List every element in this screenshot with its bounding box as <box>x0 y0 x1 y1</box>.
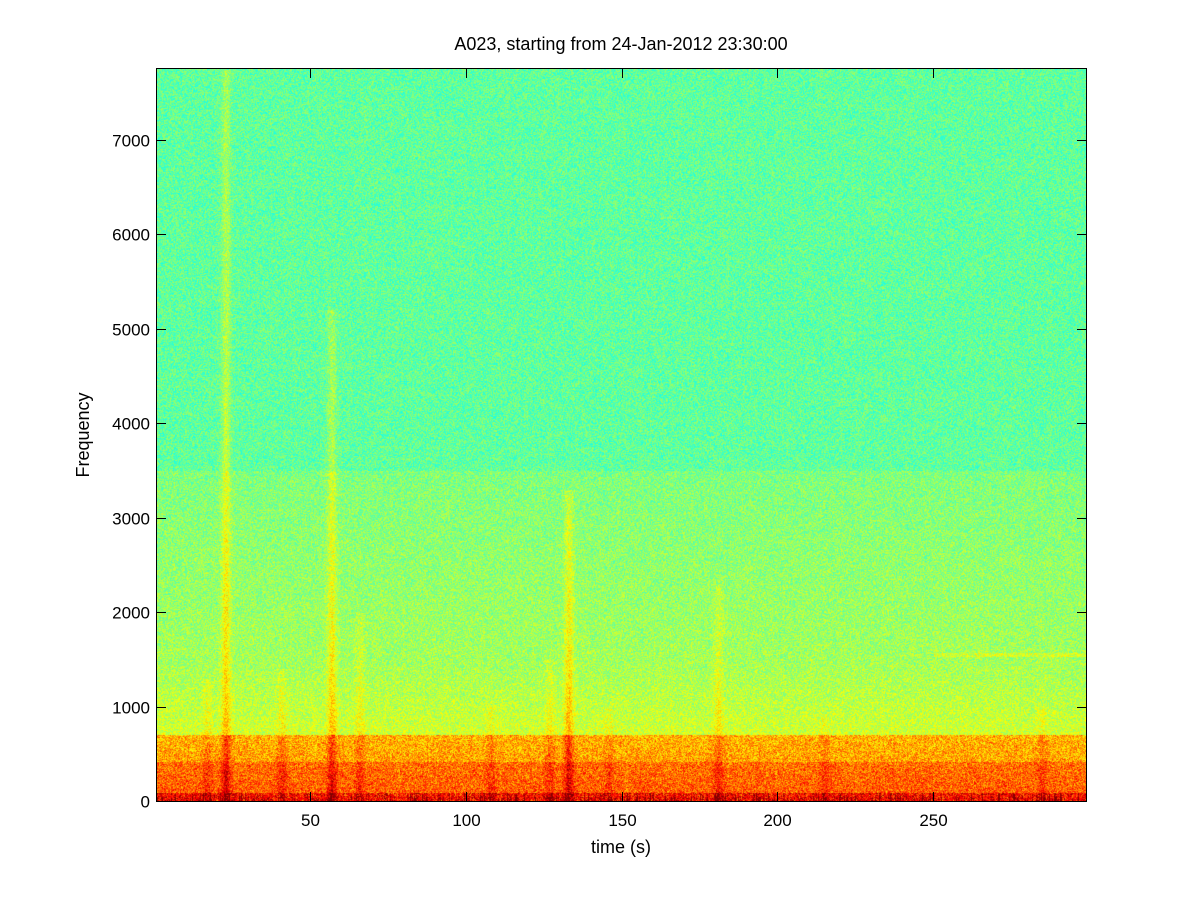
x-tick-label: 100 <box>452 811 480 830</box>
spectrogram-image <box>157 69 1086 801</box>
x-axis-label: time (s) <box>591 837 651 857</box>
x-tick-label: 50 <box>301 811 320 830</box>
y-tick-label: 0 <box>141 793 150 812</box>
y-tick-label: 3000 <box>112 510 150 529</box>
plot-frame <box>156 68 1087 802</box>
y-tick-label: 6000 <box>112 226 150 245</box>
spectrogram-area <box>157 69 1086 801</box>
y-tick-label: 2000 <box>112 604 150 623</box>
y-tick-label: 5000 <box>112 321 150 340</box>
x-tick-label: 200 <box>763 811 791 830</box>
x-tick-label: 150 <box>608 811 636 830</box>
y-tick-label: 1000 <box>112 699 150 718</box>
x-axis-ticks: 50 100 150 200 250 <box>301 69 948 830</box>
y-axis-label: Frequency <box>73 392 93 477</box>
chart-title: A023, starting from 24-Jan-2012 23:30:00 <box>454 34 787 54</box>
y-tick-label: 4000 <box>112 415 150 434</box>
y-axis-ticks: 0 1000 2000 3000 4000 5000 6000 7000 <box>112 132 1086 812</box>
x-tick-label: 250 <box>919 811 947 830</box>
y-tick-label: 7000 <box>112 132 150 151</box>
